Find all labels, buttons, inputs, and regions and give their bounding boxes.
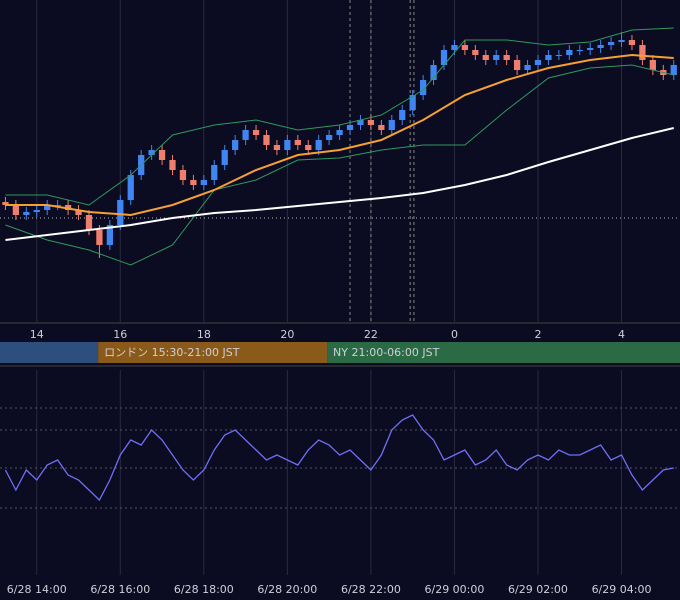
candle-body xyxy=(493,55,500,60)
candle-body xyxy=(482,55,489,60)
candle-body xyxy=(169,160,176,170)
candle-body xyxy=(336,130,343,135)
candle-body xyxy=(315,140,322,150)
candle-body xyxy=(576,50,583,51)
candle-body xyxy=(461,45,469,50)
candle-body xyxy=(534,60,542,65)
candle-body xyxy=(367,120,375,125)
x-tick-label: 6/28 16:00 xyxy=(90,583,150,596)
candle-body xyxy=(451,45,458,50)
x-tick-label: 22 xyxy=(364,328,378,341)
candle-body xyxy=(200,180,207,185)
x-tick-label: 6/28 18:00 xyxy=(174,583,234,596)
candle-body xyxy=(388,120,395,130)
session-label: NY 21:00-06:00 JST xyxy=(333,346,440,359)
x-tick-label: 6/28 20:00 xyxy=(257,583,317,596)
candle-body xyxy=(158,150,166,160)
candle-body xyxy=(273,145,281,150)
candle-body xyxy=(190,180,197,185)
candle-body xyxy=(23,212,30,215)
x-tick-label: 6/28 14:00 xyxy=(7,583,67,596)
candle-body xyxy=(96,230,103,245)
candle-body xyxy=(513,60,521,70)
candle-body xyxy=(305,145,312,150)
candle-body xyxy=(649,60,656,70)
candle-body xyxy=(346,125,354,130)
x-tick-label: 18 xyxy=(197,328,211,341)
candle-body xyxy=(12,205,20,215)
candle-body xyxy=(555,55,563,56)
x-tick-label: 14 xyxy=(30,328,44,341)
candle-body xyxy=(587,48,594,50)
candle-body xyxy=(566,50,573,55)
candle-body xyxy=(127,175,134,200)
candle-body xyxy=(148,150,155,155)
candle-body xyxy=(44,205,51,210)
candle-body xyxy=(232,140,239,150)
candle-body xyxy=(545,55,552,60)
candle-body xyxy=(503,55,510,60)
oscillator-line xyxy=(4,414,674,502)
session-band xyxy=(327,342,680,363)
candle-body xyxy=(179,170,187,180)
session-band xyxy=(98,342,328,363)
candle-body xyxy=(399,110,406,120)
candle-body xyxy=(430,65,437,80)
candle-body xyxy=(2,202,9,205)
session-label: ロンドン 15:30-21:00 JST xyxy=(104,346,240,359)
candle-body xyxy=(294,140,301,145)
x-tick-label: 16 xyxy=(113,328,127,341)
candle-body xyxy=(607,42,615,45)
candle-body xyxy=(639,45,646,60)
candle-body xyxy=(117,200,124,225)
indicator-line xyxy=(5,27,674,206)
candle-body xyxy=(670,65,677,75)
candle-body xyxy=(75,210,82,215)
candle-body xyxy=(326,135,333,140)
candle-body xyxy=(378,125,385,130)
x-tick-label: 6/29 00:00 xyxy=(424,583,484,596)
x-tick-label: 0 xyxy=(451,328,458,341)
candle-body xyxy=(524,65,531,70)
candle-body xyxy=(263,135,270,145)
x-tick-label: 6/29 04:00 xyxy=(592,583,652,596)
candle-body xyxy=(618,40,625,42)
candle-body xyxy=(357,120,364,125)
candle-body xyxy=(211,165,218,180)
x-tick-label: 6/29 02:00 xyxy=(508,583,568,596)
indicator-line xyxy=(5,53,674,217)
candle-body xyxy=(242,130,249,140)
x-tick-label: 20 xyxy=(280,328,294,341)
candle-body xyxy=(284,140,291,150)
candle-body xyxy=(409,95,416,110)
x-tick-label: 4 xyxy=(618,328,625,341)
candle-body xyxy=(106,225,113,245)
candle-body xyxy=(252,130,260,135)
x-tick-label: 2 xyxy=(534,328,541,341)
candle-body xyxy=(54,205,61,206)
session-band xyxy=(0,342,99,363)
x-tick-label: 6/28 22:00 xyxy=(341,583,401,596)
candle-body xyxy=(472,50,479,55)
candle-body xyxy=(628,40,636,45)
candle-body xyxy=(221,150,228,165)
indicator-line xyxy=(5,64,674,266)
candle-body xyxy=(85,215,93,230)
candle-body xyxy=(597,45,604,48)
candle-body xyxy=(440,50,448,65)
indicator-line xyxy=(5,127,674,241)
candle-body xyxy=(33,210,40,212)
candle-body xyxy=(419,80,427,95)
